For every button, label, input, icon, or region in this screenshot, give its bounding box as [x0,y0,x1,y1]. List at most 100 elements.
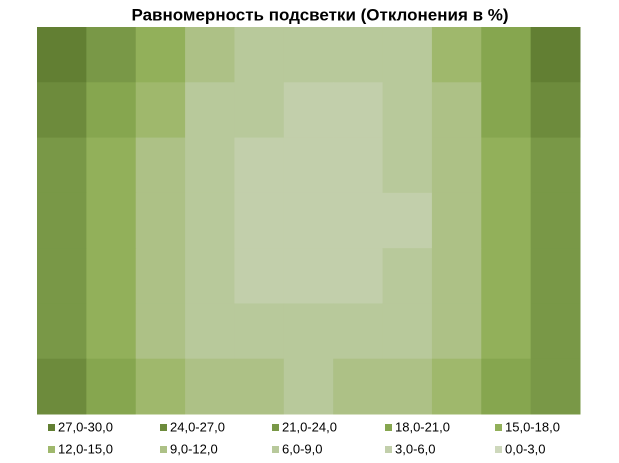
plot-area [37,27,581,415]
contour-cell [382,82,433,139]
contour-cell [86,27,137,83]
contour-cell [530,303,581,360]
contour-cell [481,192,532,249]
contour-cell [234,248,285,304]
contour-cell [382,27,433,83]
contour-cell [481,27,532,83]
contour-cell [234,303,285,360]
legend-swatch [160,446,167,453]
contour-cell [431,82,482,139]
contour-cell [234,358,285,415]
contour-cell [37,137,87,194]
contour-cell [37,248,87,304]
contour-cell [530,82,581,139]
contour-cell [283,137,334,194]
contour-cell [234,192,285,249]
contour-cell [135,358,186,415]
contour-cell [135,82,186,139]
contour-cell [185,82,235,139]
legend-swatch [385,424,392,431]
legend-label: 6,0-9,0 [282,441,322,456]
contour-cell [481,248,532,304]
contour-cell [185,248,235,304]
contour-cell [185,358,235,415]
contour-cell [481,303,532,360]
contour-cell [333,303,384,360]
contour-cell [283,303,334,360]
contour-cell [382,248,433,304]
legend: 27,0-30,0 24,0-27,0 21,0-24,0 18,0-21,0 15,0… [48,419,560,456]
chart-title: Равномерность подсветки (Отклонения в %) [131,5,508,24]
contour-cell [431,192,482,249]
contour-cell [37,192,87,249]
contour-cell [135,248,186,304]
legend-swatch [48,446,55,453]
legend-swatch [48,424,55,431]
contour-cell [86,303,137,360]
contour-cell [283,248,334,304]
legend-label: 24,0-27,0 [170,419,225,434]
contour-cell [37,27,87,83]
contour-cell [86,248,137,304]
contour-cell [382,192,433,249]
contour-cell [135,192,186,249]
contour-cell [37,303,87,360]
legend-label: 12,0-15,0 [58,441,113,456]
contour-cell [86,82,137,139]
contour-cell [234,137,285,194]
contour-cell [530,358,581,415]
contour-cell [86,137,137,194]
legend-swatch [272,446,279,453]
contour-cell [333,82,384,139]
contour-cell [86,358,137,415]
contour-cell [431,248,482,304]
legend-label: 15,0-18,0 [505,419,560,434]
contour-cell [185,192,235,249]
contour-cell [283,192,334,249]
contour-cell [431,303,482,360]
contour-cell [431,358,482,415]
legend-label: 21,0-24,0 [282,419,337,434]
contour-cell [530,192,581,249]
contour-cell [382,303,433,360]
contour-cell [185,27,235,83]
contour-cell [333,192,384,249]
contour-cell [283,82,334,139]
contour-cell [530,248,581,304]
legend-swatch [272,424,279,431]
contour-cell [283,27,334,83]
contour-cell [37,82,87,139]
contour-cell [283,358,334,415]
contour-cell [333,248,384,304]
contour-cell [333,358,384,415]
contour-cell [382,358,433,415]
contour-cell [530,27,581,83]
contour-cell [234,27,285,83]
legend-swatch [495,424,502,431]
contour-cell [431,137,482,194]
contour-cell [333,137,384,194]
contour-cell [382,137,433,194]
contour-cell [86,192,137,249]
contour-cell [481,137,532,194]
legend-label: 0,0-3,0 [505,441,545,456]
contour-cell [185,137,235,194]
contour-cell [135,137,186,194]
contour-cell [333,27,384,83]
contour-cell [37,358,87,415]
legend-label: 3,0-6,0 [395,441,435,456]
contour-cell [234,82,285,139]
legend-swatch [160,424,167,431]
contour-cell [481,358,532,415]
contour-cell [481,82,532,139]
contour-cell [431,27,482,83]
legend-label: 9,0-12,0 [170,441,218,456]
legend-label: 18,0-21,0 [395,419,450,434]
legend-swatch [385,446,392,453]
legend-label: 27,0-30,0 [58,419,113,434]
contour-cell [185,303,235,360]
contour-cell [135,27,186,83]
contour-cell [135,303,186,360]
